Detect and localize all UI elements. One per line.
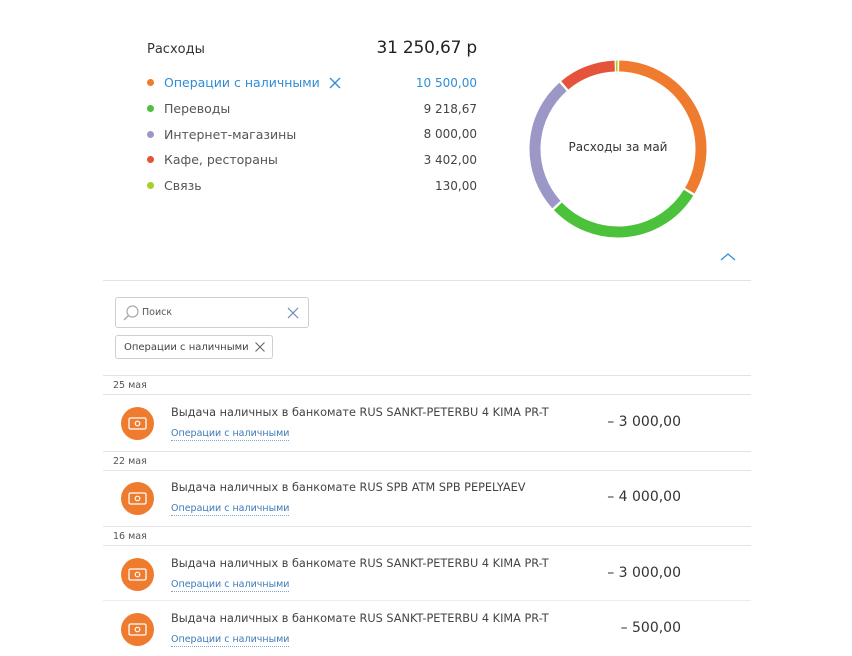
category-dot bbox=[147, 79, 154, 87]
cash-icon bbox=[121, 482, 154, 515]
category-value: 3 402,00 bbox=[423, 152, 477, 167]
category-value: 8 000,00 bbox=[423, 127, 477, 142]
category-item-telecom[interactable]: Связь 130,00 bbox=[147, 173, 477, 199]
transaction-row[interactable]: Выдача наличных в банкомате RUS SANKT-PE… bbox=[103, 395, 751, 450]
transaction-category-link[interactable]: Операции с наличными bbox=[171, 503, 290, 516]
summary-total: 31 250,67 р bbox=[376, 38, 477, 58]
cash-icon bbox=[121, 613, 154, 646]
close-icon[interactable] bbox=[254, 341, 266, 353]
section-divider bbox=[103, 280, 751, 281]
transaction-row[interactable]: Выдача наличных в банкомате RUS SANKT-PE… bbox=[103, 546, 751, 601]
category-name[interactable]: Интернет-магазины bbox=[164, 126, 297, 142]
category-name[interactable]: Связь bbox=[164, 178, 202, 194]
search-input[interactable] bbox=[142, 307, 272, 318]
group-date-header: 16 мая bbox=[103, 526, 751, 546]
transaction-title: Выдача наличных в банкомате RUS SANKT-PE… bbox=[171, 406, 549, 419]
expenses-summary: Расходы 31 250,67 р Операции с наличными… bbox=[147, 38, 477, 198]
category-item-transfers[interactable]: Переводы 9 218,67 bbox=[147, 96, 477, 122]
category-item-cafes[interactable]: Кафе, рестораны 3 402,00 bbox=[147, 147, 477, 173]
transaction-category-link[interactable]: Операции с наличными bbox=[171, 579, 290, 592]
category-item-online-shops[interactable]: Интернет-магазины 8 000,00 bbox=[147, 121, 477, 147]
category-dot bbox=[147, 130, 154, 138]
transaction-title: Выдача наличных в банкомате RUS SANKT-PE… bbox=[171, 557, 549, 570]
summary-label: Расходы bbox=[147, 42, 205, 57]
transaction-amount: – 4 000,00 bbox=[607, 489, 681, 505]
clear-search-icon[interactable] bbox=[286, 306, 300, 320]
summary-header: Расходы 31 250,67 р bbox=[147, 38, 477, 64]
category-dot bbox=[147, 182, 154, 190]
transaction-category-link[interactable]: Операции с наличными bbox=[171, 428, 290, 441]
donut-slice[interactable] bbox=[561, 60, 616, 90]
search-icon bbox=[123, 304, 139, 320]
expenses-donut-chart[interactable] bbox=[527, 58, 709, 240]
transaction-amount: – 3 000,00 bbox=[607, 414, 681, 430]
category-name[interactable]: Операции с наличными bbox=[164, 75, 320, 91]
cash-icon bbox=[121, 407, 154, 440]
category-item-cash[interactable]: Операции с наличными 10 500,00 bbox=[147, 70, 477, 96]
transaction-row[interactable]: Выдача наличных в банкомате RUS SPB ATM … bbox=[103, 470, 751, 525]
filter-chip-label: Операции с наличными bbox=[124, 341, 249, 353]
donut-slice[interactable] bbox=[529, 82, 567, 209]
search-box[interactable] bbox=[115, 297, 309, 328]
transaction-title: Выдача наличных в банкомате RUS SANKT-PE… bbox=[171, 612, 549, 625]
cash-icon bbox=[121, 558, 154, 591]
category-list: Операции с наличными 10 500,00 Переводы … bbox=[147, 70, 477, 198]
close-icon[interactable] bbox=[328, 76, 342, 90]
group-date-header: 25 мая bbox=[103, 375, 751, 395]
category-value: 130,00 bbox=[435, 178, 477, 193]
transaction-title: Выдача наличных в банкомате RUS SPB ATM … bbox=[171, 481, 526, 494]
category-dot bbox=[147, 156, 154, 164]
transaction-category-link[interactable]: Операции с наличными bbox=[171, 634, 290, 647]
category-name[interactable]: Переводы bbox=[164, 101, 231, 117]
donut-slice[interactable] bbox=[553, 189, 694, 238]
donut-slice[interactable] bbox=[619, 60, 707, 194]
category-name[interactable]: Кафе, рестораны bbox=[164, 152, 278, 168]
category-dot bbox=[147, 105, 154, 113]
transaction-amount: – 500,00 bbox=[620, 620, 681, 636]
chart-title: Расходы за май bbox=[568, 140, 668, 154]
transaction-row[interactable]: Выдача наличных в банкомате RUS SANKT-PE… bbox=[103, 601, 751, 656]
chevron-up-icon[interactable] bbox=[718, 250, 738, 264]
category-value: 10 500,00 bbox=[415, 75, 477, 90]
group-date-header: 22 мая bbox=[103, 451, 751, 471]
category-value: 9 218,67 bbox=[423, 101, 477, 116]
transaction-amount: – 3 000,00 bbox=[607, 565, 681, 581]
category-name-wrap: Операции с наличными bbox=[164, 75, 416, 90]
filter-chip[interactable]: Операции с наличными bbox=[115, 335, 273, 359]
